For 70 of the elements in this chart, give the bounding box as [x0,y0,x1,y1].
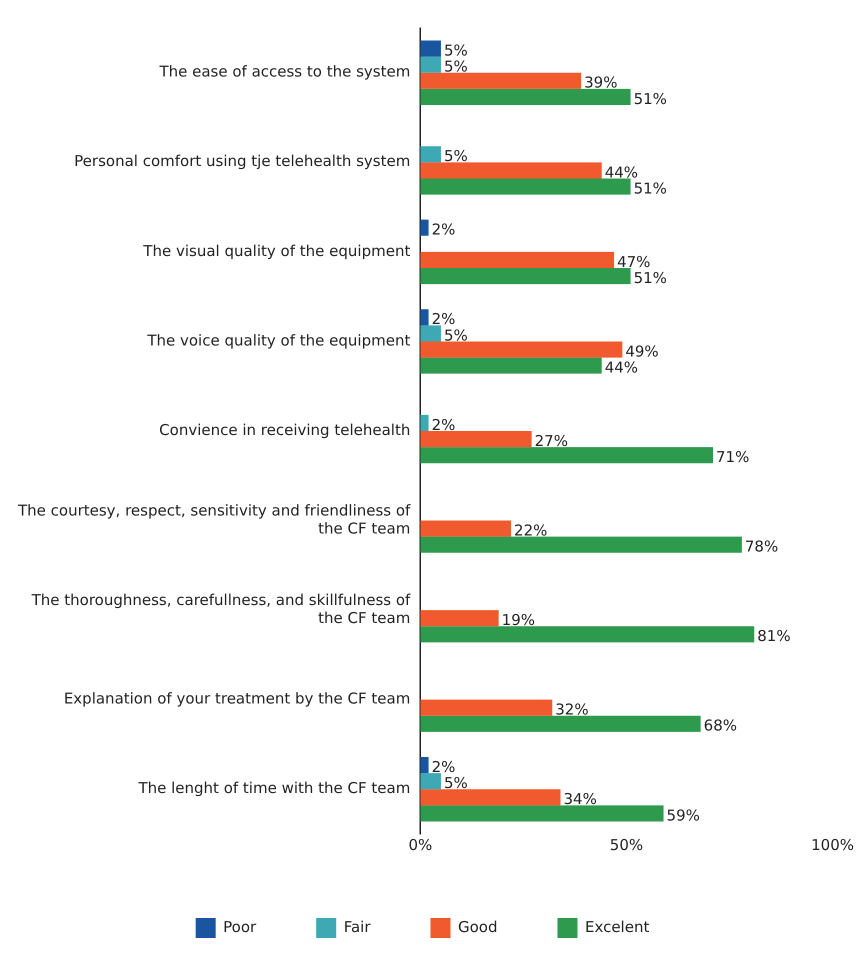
bar [420,414,429,431]
x-tick-label: 0% [408,836,432,854]
bar [420,520,512,537]
data-label: 34% [563,790,597,808]
data-label: 27% [534,432,568,450]
data-label: 5% [444,58,468,76]
y-tick-label: Explanation of your treatment by the CF team [64,690,410,708]
y-tick-label: The visual quality of the equipment [142,242,410,260]
bar [420,162,602,178]
data-label: 39% [584,74,618,92]
bar [420,716,701,732]
data-label: 5% [444,774,468,792]
data-label: 49% [625,342,659,360]
bar [420,431,532,448]
legend-label: Excelent [584,918,650,936]
bar [420,447,714,464]
bar [420,341,622,358]
bar [420,756,429,774]
bar [420,358,602,374]
bar [420,88,631,106]
y-tick-label: The voice quality of the equipment [146,331,410,350]
bar [420,146,441,162]
data-label: 32% [555,700,589,719]
data-label: 59% [666,806,700,824]
data-label: 71% [716,448,750,466]
data-label: 5% [444,147,468,166]
bar [420,805,664,822]
data-label: 5% [444,41,468,60]
legend-label: Poor [223,918,258,936]
data-label: 2% [432,310,456,328]
y-tick-label: The thoroughness, carefullness, and skillfulness of the CF team [30,591,412,627]
bar [420,268,631,284]
data-label: 51% [634,268,667,287]
bar [420,610,499,626]
y-tick-label: The ease of access to the system [158,62,410,81]
bar [420,626,754,642]
bar [420,72,582,89]
bar [420,40,441,57]
y-tick-label: The lenght of time with the CF team [137,779,410,798]
data-label: 2% [432,416,456,434]
bar [420,789,560,806]
data-label: 81% [757,627,791,646]
data-label: 2% [432,220,456,239]
data-label: 2% [432,758,456,776]
x-tick-label: 50% [610,836,644,854]
data-label: 22% [514,522,548,540]
data-label: 47% [617,252,650,271]
y-tick-label: Personal comfort using tje telehealth system [74,152,410,170]
data-label: 5% [444,326,468,344]
data-label: 19% [502,611,535,630]
bar [420,220,429,236]
bar [420,325,441,342]
bar [420,773,441,790]
y-tick-label: Convience in receiving telehealth [159,420,410,439]
legend-label: Fair [344,918,372,936]
y-tick-label: The courtesy, respect, sensitivity and friendliness of the CF team [16,501,412,538]
data-label: 44% [604,163,638,182]
data-label: 68% [704,716,737,735]
bar [420,309,429,326]
legend-label: Good [458,918,498,936]
x-tick-label: 100% [811,836,854,854]
bar [420,178,631,195]
data-label: 51% [634,179,667,198]
data-label: 51% [634,90,667,108]
bar [420,536,742,553]
bar [420,700,552,716]
data-label: 78% [744,538,778,556]
bar [420,56,441,73]
bar [420,252,614,268]
data-label: 44% [604,358,638,377]
